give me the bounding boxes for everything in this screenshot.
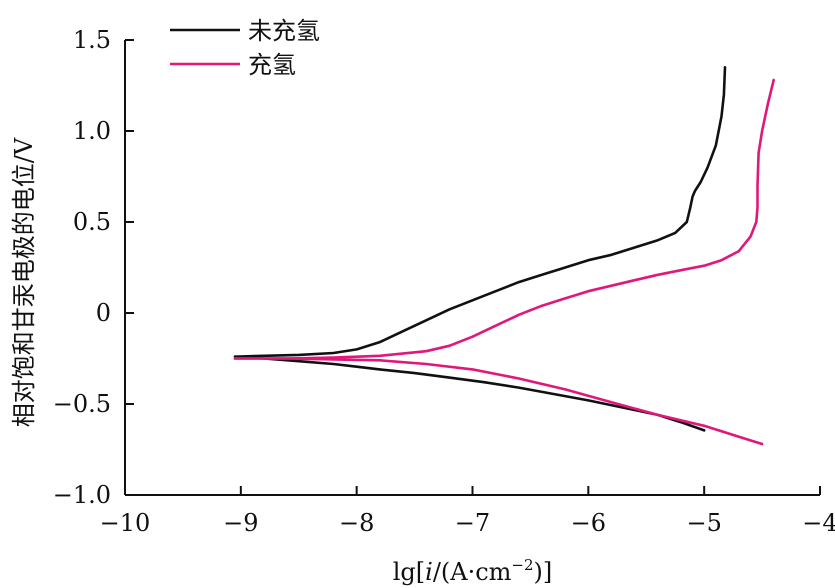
x-tick-label: −5 (686, 509, 721, 537)
y-axis-label: 相对饱和甘汞电极的电位/V (10, 137, 38, 427)
x-tick-label: −6 (571, 509, 606, 537)
legend-label: 充氢 (248, 51, 296, 79)
y-tick-label: 0 (96, 299, 111, 327)
series-line-uncharged-anodic (233, 66, 727, 359)
x-tick-label: −10 (100, 509, 151, 537)
y-tick-label: 0.5 (73, 208, 111, 236)
x-axis-label: lg[i/(A·cm−2)] (393, 556, 553, 586)
y-tick-label: 1.5 (73, 26, 111, 54)
y-tick-label: −0.5 (53, 390, 111, 418)
x-tick-label: −7 (455, 509, 490, 537)
y-tick-label: 1.0 (73, 117, 111, 145)
series-lines (233, 66, 776, 446)
x-tick-label: −4 (802, 509, 835, 537)
x-tick-label: −8 (339, 509, 374, 537)
axes: −10 −9 −8 −7 −6 −5 −4 −1.0 −0.5 0 0.5 1.0 1.5 lg[i/(A… (10, 26, 835, 586)
legend-label: 未充氢 (248, 17, 320, 45)
x-tick-label: −9 (223, 509, 258, 537)
series-line-charged-cathodic (233, 357, 764, 446)
series-line-charged-anodic (233, 78, 776, 360)
y-tick-label: −1.0 (53, 481, 111, 509)
